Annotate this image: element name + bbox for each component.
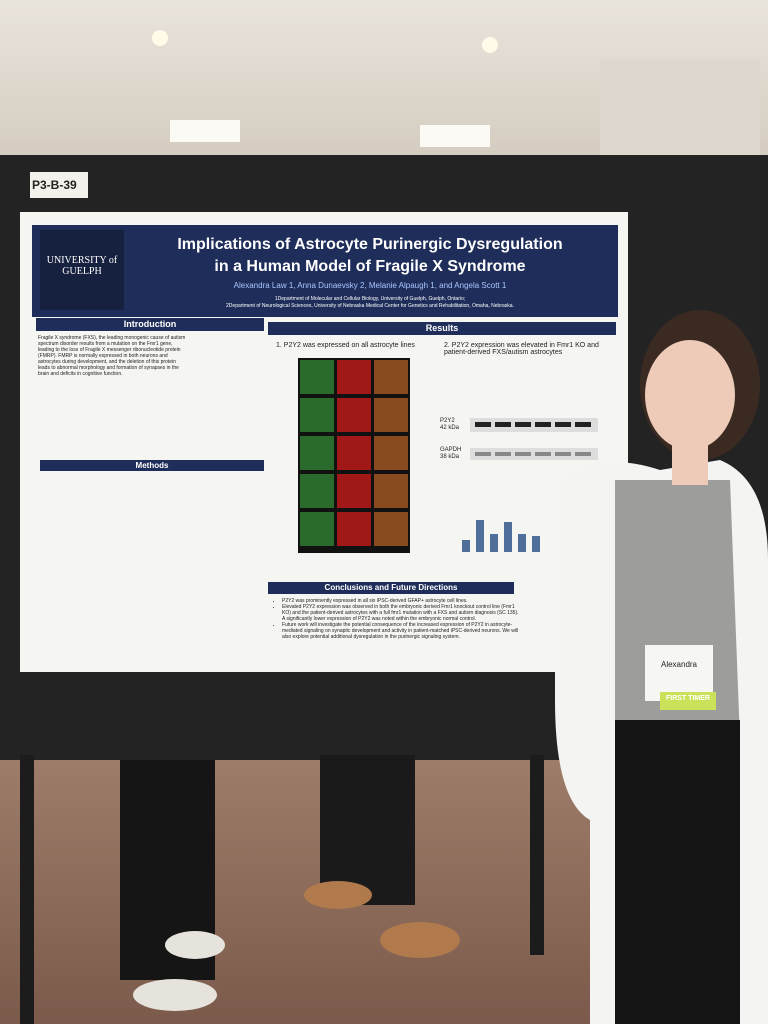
conclusion: Elevated P2Y2 expression was observed in… [282,604,522,622]
affiliation: 2Department of Neurological Sciences, Un… [226,303,514,309]
section-header: Methods [40,460,264,471]
blot-label: GAPDH 38 kDa [440,447,461,461]
badge-tag: FIRST TIMER [666,695,710,702]
authors: Alexandra Law 1, Anna Dunaevsky 2, Melan… [233,281,507,290]
section-header: Conclusions and Future Directions [268,582,514,594]
section-header: Results [268,322,616,335]
title-line: in a Human Model of Fragile X Syndrome [214,258,526,275]
section-header: Introduction [36,318,264,331]
title-line: Implications of Astrocyte Purinergic Dys… [177,236,563,253]
conclusions: P2Y2 was prominently expressed in all si… [272,598,522,640]
poster-title: Implications of Astrocyte Purinergic Dys… [130,234,610,278]
blot-label: 42 kDa [440,425,460,431]
blot-label: 38 kDa [440,454,460,460]
logo: UNIVERSITY of GUELPH [46,255,118,277]
affiliation: 1Department of Molecular and Cellular Bi… [274,296,466,302]
blot-label: P2Y2 42 kDa [440,418,459,432]
finding: 2. P2Y2 expression was elevated in Fmr1 … [444,342,599,356]
finding: 1. P2Y2 was expressed on all astrocyte l… [276,342,415,349]
conclusion: P2Y2 was prominently expressed in all si… [282,598,522,604]
badge-name: Alexandra [660,660,698,669]
blot-label: GAPDH [440,447,462,453]
affiliations: 1Department of Molecular and Cellular Bi… [130,296,610,310]
introduction-text: Fragile X syndrome (FXS), the leading mo… [38,335,186,377]
board-label: P3-B-39 [32,178,77,192]
conclusion: Future work will investigate the potenti… [282,622,522,640]
blot-label: P2Y2 [440,418,455,424]
